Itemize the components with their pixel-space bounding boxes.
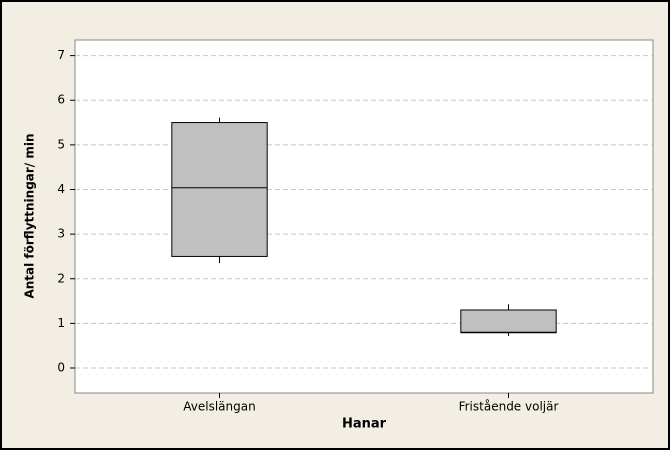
y-tick-label: 5	[57, 137, 65, 151]
box	[460, 309, 557, 334]
y-tick-label: 7	[57, 48, 65, 62]
x-tick-label: Avelslängan	[183, 400, 255, 414]
y-tick-label: 0	[57, 361, 65, 375]
plot-area	[74, 39, 654, 394]
x-axis-label: Hanar	[342, 417, 387, 432]
box	[171, 122, 268, 257]
y-tick-label: 2	[57, 271, 65, 285]
y-tick-label: 6	[57, 93, 65, 107]
y-tick-label: 3	[57, 227, 65, 241]
y-tick-label: 1	[57, 316, 65, 330]
y-axis-label: Antal förflyttningar/ min	[23, 133, 37, 298]
y-tick-label: 4	[57, 182, 65, 196]
x-tick-label: Fristående voljär	[459, 400, 559, 414]
